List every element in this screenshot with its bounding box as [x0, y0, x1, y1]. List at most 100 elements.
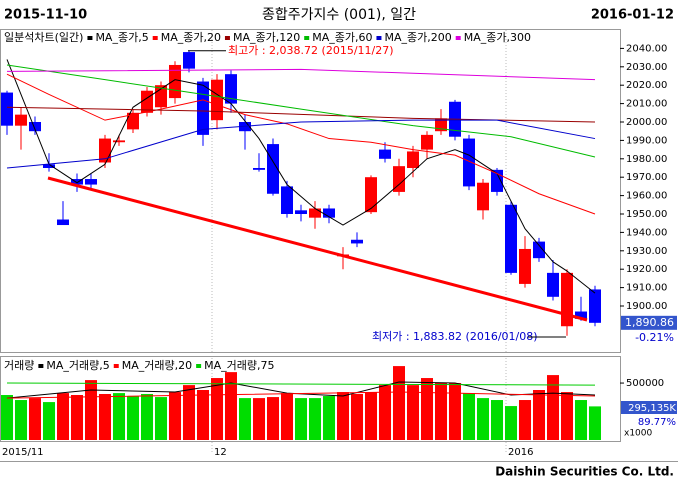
y-tick-label: 1940.00 [626, 227, 667, 238]
candle-body [1, 92, 13, 126]
candle-body [43, 164, 55, 168]
candle-body [575, 311, 587, 319]
legend-marker [376, 36, 382, 40]
y-tick-label: 500000 [626, 378, 664, 389]
candle-body [281, 186, 293, 214]
trend-line [47, 176, 588, 322]
ma-line [6, 64, 596, 158]
volume-bar [155, 397, 167, 440]
candle-body [421, 134, 433, 150]
volume-bar [43, 402, 55, 440]
candle-body [477, 182, 489, 211]
y-tick-label: 1950.00 [626, 209, 667, 220]
volume-bar [141, 393, 153, 440]
legend-marker [455, 36, 461, 40]
end-date: 2016-01-12 [591, 8, 674, 23]
volume-bar [365, 392, 377, 440]
legend-entry: MA_종가,200 [384, 31, 451, 44]
ma-line [6, 68, 596, 81]
start-date: 2015-11-10 [4, 8, 87, 23]
y-tick-label: 1980.00 [626, 154, 667, 165]
candle-body [253, 168, 265, 170]
volume-bar [183, 385, 195, 440]
candle-body [211, 79, 223, 121]
x-tick-label: 2015/11 [2, 447, 44, 458]
volume-bar [309, 398, 321, 440]
low-label: 최저가 : 1,883.82 (2016/01/08) [372, 330, 538, 343]
candle-body [183, 52, 195, 69]
ma-line [6, 106, 596, 123]
ma-line [6, 391, 596, 399]
volume-bar [505, 406, 517, 440]
volume-bar [169, 392, 181, 440]
volume-bar [99, 393, 111, 440]
candle-body [57, 219, 69, 226]
candle-body [99, 138, 111, 163]
candle-body [113, 140, 125, 143]
legend-entry: MA_거래량,5 [46, 359, 109, 372]
volume-bar [351, 393, 363, 440]
price-box [621, 315, 677, 330]
candle-body [561, 272, 573, 327]
volume-bar [421, 378, 433, 440]
volume-bar [225, 372, 237, 440]
volume-bar [533, 390, 545, 440]
volume-bar [575, 400, 587, 440]
candle-body [435, 118, 447, 132]
candle-body [505, 204, 517, 273]
legend-entry: MA_거래량,20 [122, 359, 192, 372]
volume-bar [239, 398, 251, 440]
candle-body [351, 239, 363, 244]
candle-body [225, 74, 237, 104]
candle-body [463, 138, 475, 187]
candle-body [85, 179, 97, 185]
price-panel [0, 29, 621, 353]
legend-entry: MA_종가,300 [464, 31, 531, 44]
ratio: 89.77% [638, 417, 676, 428]
volume-bar [71, 395, 83, 440]
last-price: 1,890.86 [625, 316, 674, 329]
legend-entry: MA_거래량,75 [204, 359, 274, 372]
ma-line [6, 73, 596, 215]
legend-entry: MA_종가,60 [312, 31, 372, 44]
y-tick-label: 1960.00 [626, 191, 667, 202]
volume-bar [127, 396, 139, 440]
candle-body [379, 149, 391, 159]
y-tick-label: 2030.00 [626, 62, 667, 73]
candle-body [295, 210, 307, 214]
unit: x1000 [624, 429, 653, 439]
candle-body [197, 81, 209, 135]
y-tick-label: 1930.00 [626, 246, 667, 257]
candle-body [393, 166, 405, 192]
legend-marker [87, 36, 93, 40]
volume-bar [435, 383, 447, 440]
last-volume: 295,135K [628, 403, 676, 414]
volume-box [621, 401, 677, 414]
ma-line [6, 119, 596, 169]
volume-bar [323, 396, 335, 440]
volume-bar [407, 385, 419, 440]
y-tick-label: 2000.00 [626, 117, 667, 128]
legend-marker [113, 364, 119, 368]
high-label: 최고가 : 2,038.72 (2015/11/27) [228, 44, 394, 57]
y-tick-label: 2010.00 [626, 99, 667, 110]
change: -0.21% [635, 331, 674, 344]
legend-entry: MA_종가,5 [95, 31, 148, 44]
volume-bar [449, 383, 461, 440]
candle-body [365, 177, 377, 213]
chart-title: 종합주가지수 (001), 일간 [262, 7, 416, 23]
legend-marker [38, 364, 44, 368]
legend-entry: MA_종가,20 [161, 31, 221, 44]
legend-marker [196, 364, 202, 368]
candle-body [519, 248, 531, 284]
volume-bar [393, 366, 405, 440]
legend-marker [304, 36, 310, 40]
candle-body [533, 241, 545, 259]
candle-body [547, 272, 559, 297]
candle-body [323, 208, 335, 218]
ma-line [6, 59, 596, 294]
legend-title: 일분석차트(일간) [4, 30, 83, 44]
y-tick-label: 2020.00 [626, 80, 667, 91]
volume-bar [379, 385, 391, 440]
